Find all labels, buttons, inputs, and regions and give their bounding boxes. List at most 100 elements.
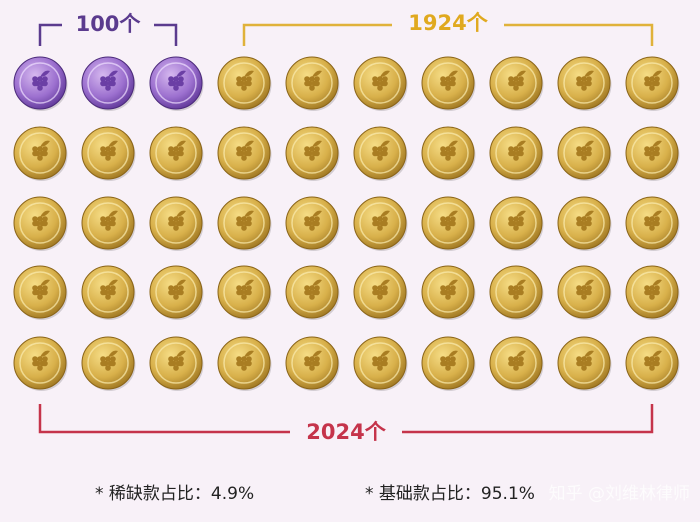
grape — [649, 85, 655, 91]
grape — [450, 150, 456, 157]
grape — [654, 356, 660, 362]
grape — [309, 225, 315, 231]
coin-rim — [155, 132, 197, 174]
grape — [649, 294, 655, 300]
grape — [513, 76, 519, 82]
rare-coin — [13, 56, 68, 111]
grape — [304, 285, 310, 291]
grape — [513, 155, 519, 161]
grape-leaf — [448, 140, 458, 147]
grape — [377, 365, 383, 371]
grape-leaf — [108, 70, 118, 77]
grape — [32, 76, 38, 82]
grape — [377, 85, 383, 91]
grape — [445, 294, 451, 300]
grape — [304, 76, 310, 82]
coin-rim — [291, 132, 333, 174]
grape — [178, 220, 184, 227]
grape — [110, 80, 116, 87]
basic-coin — [81, 126, 136, 181]
grape — [168, 289, 174, 296]
grape — [576, 76, 582, 82]
grape — [644, 150, 650, 157]
grape-leaf — [516, 140, 526, 147]
grape — [644, 76, 650, 82]
grape — [518, 80, 524, 87]
grape — [110, 150, 116, 157]
grape — [440, 289, 446, 296]
grape — [168, 356, 174, 362]
grape — [105, 285, 111, 291]
grape — [173, 76, 179, 82]
grape — [576, 285, 582, 291]
grape-leaf — [40, 140, 50, 147]
grape — [241, 294, 247, 300]
grape — [440, 76, 446, 82]
basic-coin — [489, 265, 544, 320]
grape — [508, 220, 514, 227]
grape-leaf — [40, 350, 50, 357]
grape — [576, 146, 582, 152]
grape — [100, 360, 106, 367]
grape — [581, 356, 587, 362]
grape-leaf — [380, 140, 390, 147]
grape-leaf — [516, 279, 526, 286]
coin-rim — [563, 62, 605, 104]
grape — [586, 285, 592, 291]
grape — [100, 146, 106, 152]
grape — [518, 285, 524, 291]
coin-rim — [359, 132, 401, 174]
basic-coin — [557, 196, 612, 251]
grape — [309, 85, 315, 91]
grape — [42, 216, 48, 222]
grape — [236, 220, 242, 227]
rare-coin — [149, 56, 204, 111]
grape — [32, 289, 38, 296]
basic-coin — [353, 265, 408, 320]
coin-rim — [563, 342, 605, 384]
grape — [173, 285, 179, 291]
basic-coin — [353, 126, 408, 181]
grape-leaf — [584, 70, 594, 77]
grape — [32, 146, 38, 152]
grape — [450, 216, 456, 222]
grape — [649, 76, 655, 82]
grape — [37, 285, 43, 291]
grape — [450, 146, 456, 152]
grape — [178, 216, 184, 222]
grape — [314, 76, 320, 82]
coin-rim — [495, 271, 537, 313]
basic-coin — [217, 265, 272, 320]
coin-rim — [223, 132, 265, 174]
grape — [445, 356, 451, 362]
grape — [581, 216, 587, 222]
grape — [377, 155, 383, 161]
grape — [110, 146, 116, 152]
basic-coin — [353, 336, 408, 391]
rare-count-label: 100个 — [76, 12, 142, 36]
grape — [513, 225, 519, 231]
grape — [173, 365, 179, 371]
coin-rim — [563, 202, 605, 244]
grape — [168, 80, 174, 87]
grape — [372, 289, 378, 296]
grape — [440, 80, 446, 87]
basic-coin — [217, 336, 272, 391]
grape — [246, 220, 252, 227]
grape — [100, 150, 106, 157]
grape — [508, 360, 514, 367]
grape — [236, 285, 242, 291]
grape — [37, 76, 43, 82]
grape — [168, 150, 174, 157]
grape — [42, 150, 48, 157]
coin-rim — [359, 202, 401, 244]
grape — [450, 285, 456, 291]
grape — [513, 216, 519, 222]
grape — [382, 360, 388, 367]
grape — [110, 289, 116, 296]
grape — [246, 216, 252, 222]
grape — [377, 225, 383, 231]
grape — [445, 216, 451, 222]
grape — [314, 216, 320, 222]
grape-leaf — [448, 210, 458, 217]
